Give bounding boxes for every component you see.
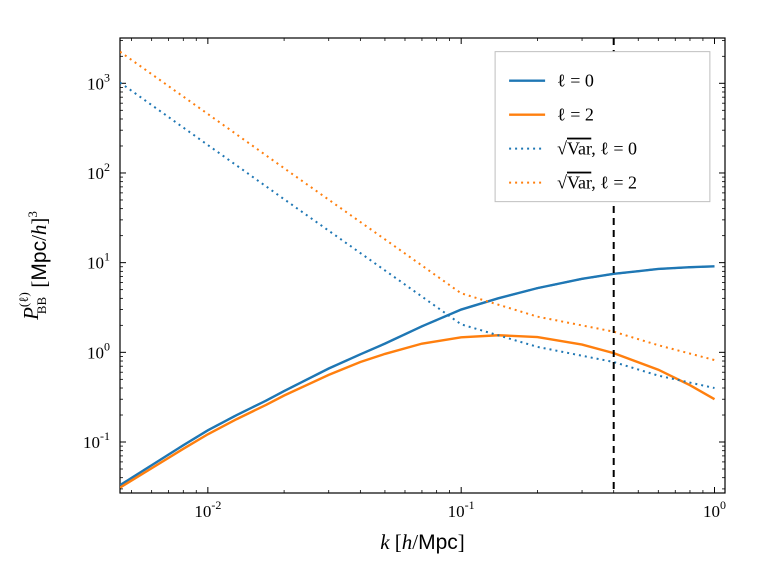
x-axis-label: k [h/Mpc] xyxy=(380,530,465,554)
legend-label: √Var, ℓ = 2 xyxy=(557,173,637,193)
legend-label: ℓ = 0 xyxy=(557,71,594,91)
chart-svg: 10-210-110010-1100101102103k [h/Mpc]P(ℓ)… xyxy=(0,0,780,585)
power-spectrum-chart: 10-210-110010-1100101102103k [h/Mpc]P(ℓ)… xyxy=(0,0,780,585)
legend-label: √Var, ℓ = 0 xyxy=(557,139,637,159)
legend-label: ℓ = 2 xyxy=(557,105,594,125)
